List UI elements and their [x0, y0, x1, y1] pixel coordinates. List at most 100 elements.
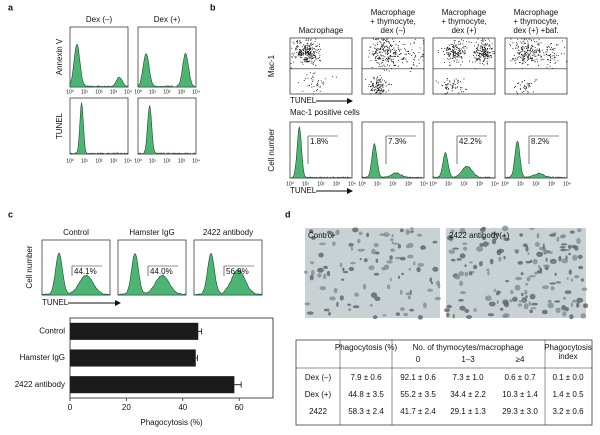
dot	[298, 54, 300, 56]
dot	[404, 47, 406, 49]
dot	[462, 51, 464, 53]
dot	[399, 41, 400, 43]
dot	[513, 55, 515, 56]
cell	[495, 232, 500, 236]
dot	[384, 69, 385, 71]
dot	[405, 53, 407, 55]
dot	[526, 87, 527, 89]
dot	[378, 57, 380, 59]
dot	[539, 54, 541, 56]
dot	[382, 90, 384, 92]
dot	[524, 43, 526, 44]
dot	[378, 79, 379, 81]
dot	[474, 45, 475, 47]
dot	[376, 42, 378, 44]
column-title: + thymocyte,	[370, 17, 416, 26]
cell	[311, 269, 315, 276]
dot	[314, 51, 316, 52]
dot	[462, 91, 464, 93]
cell	[432, 240, 438, 244]
percentage-label: 1.8%	[310, 137, 328, 146]
dot	[479, 47, 481, 49]
dot	[406, 61, 408, 62]
cell	[397, 275, 401, 279]
dot	[397, 55, 398, 57]
dot	[376, 48, 377, 50]
dot	[487, 54, 489, 56]
histogram	[432, 151, 496, 179]
dot	[387, 38, 389, 40]
dot	[444, 48, 446, 50]
cell	[333, 287, 338, 294]
dot	[465, 46, 466, 47]
cell	[459, 305, 466, 311]
log-tick-label: 10²	[163, 89, 171, 95]
dot	[453, 51, 455, 53]
dot	[384, 59, 386, 61]
dot	[487, 48, 488, 50]
dot	[455, 45, 457, 47]
dot	[477, 52, 479, 54]
cell	[456, 258, 462, 261]
dot	[528, 91, 530, 93]
dot	[527, 84, 529, 85]
dot	[319, 86, 321, 88]
dot	[478, 55, 480, 57]
dot	[379, 48, 381, 50]
dot	[489, 46, 491, 48]
dot	[392, 56, 394, 58]
dot	[446, 88, 447, 90]
cell	[400, 307, 405, 312]
dot	[374, 45, 376, 46]
dot	[318, 52, 320, 54]
histogram	[361, 142, 425, 179]
dot	[304, 47, 306, 49]
dot	[457, 86, 459, 88]
cell	[529, 309, 533, 314]
dot	[453, 56, 455, 58]
dot	[448, 48, 450, 50]
cell	[395, 312, 401, 316]
dot	[386, 52, 388, 54]
dot	[461, 48, 463, 50]
dot	[487, 38, 489, 40]
dot	[525, 89, 527, 91]
dot	[528, 53, 530, 55]
dot	[484, 58, 485, 60]
dot	[304, 52, 306, 54]
dot	[492, 50, 494, 52]
dot	[374, 50, 376, 52]
dot	[397, 48, 399, 50]
dot	[395, 55, 397, 57]
dot	[464, 88, 466, 90]
dot	[482, 38, 483, 40]
dot	[410, 67, 412, 68]
dot	[373, 78, 375, 80]
y-axis-label: Mac-1	[267, 54, 276, 77]
cell	[567, 244, 572, 249]
dot	[397, 46, 399, 48]
subtitle: Mac-1 positive cells	[290, 108, 360, 117]
dot	[476, 47, 478, 49]
dot	[308, 53, 309, 54]
cell	[580, 278, 585, 282]
dot	[483, 55, 485, 57]
dot	[460, 64, 462, 66]
cell	[583, 303, 589, 309]
dot	[374, 86, 376, 88]
dot	[461, 58, 463, 60]
log-tick-label: 10⁴	[192, 89, 200, 95]
dot	[480, 55, 482, 57]
column-title: Hamster IgG	[129, 228, 174, 237]
dot	[410, 43, 411, 45]
dot	[549, 43, 551, 45]
dot	[312, 47, 313, 49]
cell	[460, 291, 466, 295]
cell	[420, 245, 426, 250]
cell	[529, 227, 535, 230]
histogram	[117, 253, 187, 296]
percentage-label: 7.3%	[388, 137, 406, 146]
dot	[522, 49, 523, 50]
dot	[386, 60, 388, 62]
cell	[520, 272, 524, 276]
